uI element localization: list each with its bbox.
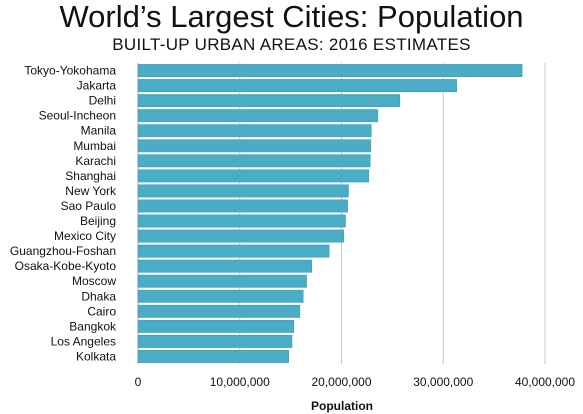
- category-label: Jakarta: [77, 79, 117, 93]
- category-label: Beijing: [80, 214, 116, 228]
- bar: [137, 214, 346, 228]
- x-tick-label: 30,000,000: [413, 375, 473, 389]
- category-label: Sao Paulo: [61, 199, 117, 213]
- category-label: Mumbai: [73, 139, 116, 153]
- category-label: Osaka-Kobe-Kyoto: [15, 259, 117, 273]
- category-label: Mexico City: [54, 229, 116, 243]
- chart-subtitle: BUILT-UP URBAN AREAS: 2016 ESTIMATES: [112, 35, 471, 54]
- category-label: Kolkata: [76, 349, 116, 363]
- bar: [137, 64, 523, 77]
- x-tick-label: 40,000,000: [515, 375, 575, 389]
- bar: [137, 319, 295, 333]
- x-tick-labels: 0 10,000,000 20,000,000 30,000,000 40,000,00…: [135, 375, 576, 389]
- category-label: New York: [65, 184, 117, 198]
- x-axis-label: Population: [311, 399, 373, 413]
- bar: [137, 244, 330, 258]
- bar: [137, 274, 307, 288]
- category-labels: Tokyo-YokohamaJakartaDelhiSeoul-IncheonM…: [10, 64, 117, 364]
- category-label: Manila: [81, 124, 117, 138]
- category-label: Karachi: [75, 154, 116, 168]
- category-label: Delhi: [89, 94, 116, 108]
- bars: [137, 64, 523, 363]
- bar: [137, 199, 348, 213]
- x-tick-label: 20,000,000: [311, 375, 371, 389]
- bar: [137, 169, 370, 183]
- bar: [137, 124, 372, 138]
- category-label: Dhaka: [81, 289, 116, 303]
- bar: [137, 350, 289, 363]
- bar: [137, 79, 457, 92]
- bar: [137, 335, 293, 348]
- category-label: Tokyo-Yokohama: [24, 64, 116, 78]
- bar: [137, 259, 312, 273]
- category-label: Shanghai: [65, 169, 116, 183]
- chart-title: World’s Largest Cities: Population: [59, 0, 524, 34]
- category-label: Bangkok: [69, 319, 117, 333]
- gridlines: [137, 63, 546, 364]
- bar: [137, 229, 345, 243]
- x-tick-label: 0: [135, 375, 142, 389]
- bar: [137, 184, 349, 198]
- category-label: Guangzhou-Foshan: [10, 244, 116, 258]
- bar: [137, 154, 371, 168]
- bar: [137, 94, 401, 108]
- bar: [137, 304, 301, 318]
- bar: [137, 109, 379, 123]
- category-label: Cairo: [87, 304, 116, 318]
- bar: [137, 289, 304, 303]
- category-label: Moscow: [72, 274, 116, 288]
- bar: [137, 139, 372, 153]
- category-label: Los Angeles: [51, 334, 116, 348]
- x-tick-label: 10,000,000: [210, 375, 270, 389]
- category-label: Seoul-Incheon: [39, 109, 116, 123]
